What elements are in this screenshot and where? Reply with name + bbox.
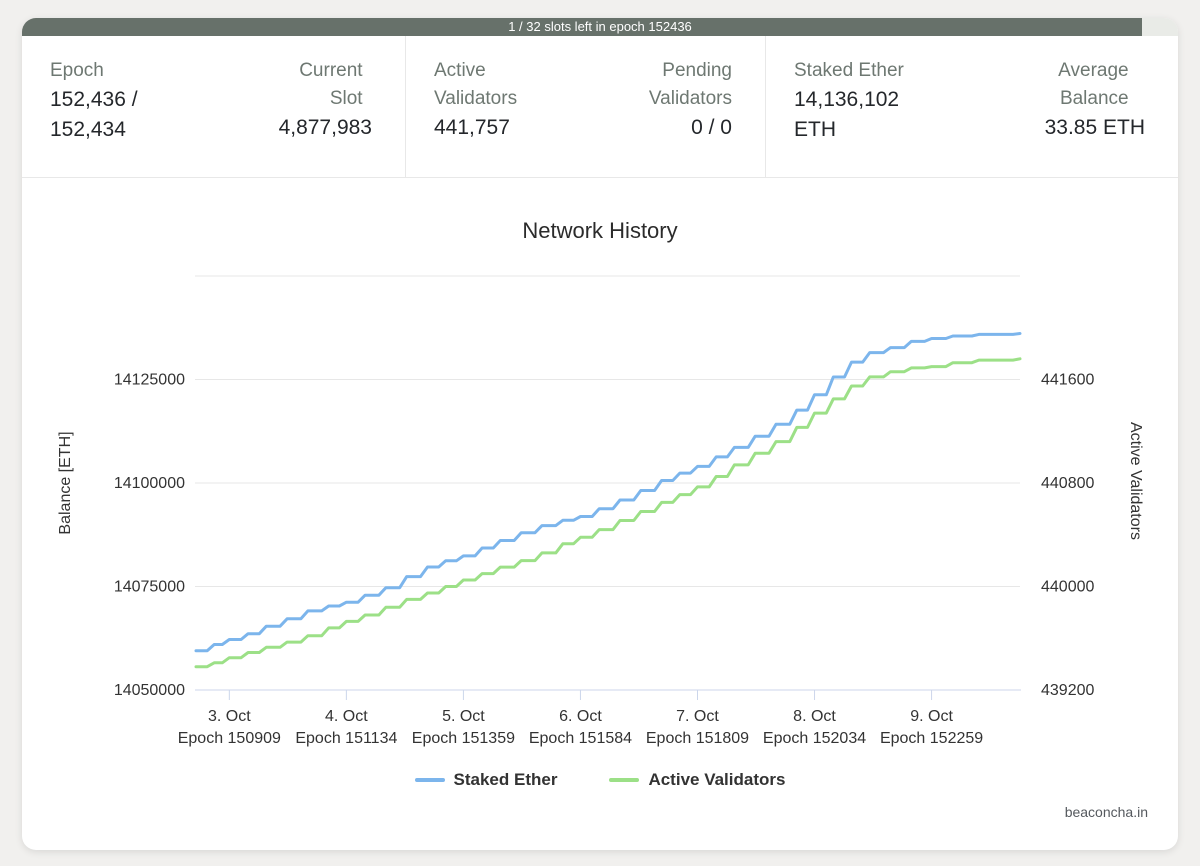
y-left-tick-label: 14075000: [114, 579, 185, 596]
stat-current-slot: Current Slot 4,877,983: [279, 57, 372, 177]
stat-epoch: Epoch 152,436 / 152,434: [50, 57, 154, 177]
x-tick-date-label: 5. Oct: [442, 708, 485, 725]
stats-group-epoch-slot: Epoch 152,436 / 152,434 Current Slot 4,8…: [22, 36, 405, 177]
dashboard-card: 1 / 32 slots left in epoch 152436 Epoch …: [22, 18, 1178, 850]
stat-average-balance: Average Balance 33.85 ETH: [1045, 57, 1145, 177]
epoch-progress-text: 1 / 32 slots left in epoch 152436: [508, 19, 692, 34]
stat-average-balance-value: 33.85 ETH: [1044, 116, 1145, 139]
legend-item-active-validators[interactable]: Active Validators: [609, 770, 785, 790]
stat-epoch-value: 152,436 / 152,434: [50, 88, 138, 141]
y-right-tick-label: 440800: [1041, 475, 1094, 492]
stats-group-validators: Active Validators 441,757 Pending Valida…: [405, 36, 765, 177]
x-tick-epoch-label: Epoch 152034: [763, 730, 866, 747]
x-tick-epoch-label: Epoch 151134: [295, 730, 397, 747]
legend-item-staked-ether[interactable]: Staked Ether: [414, 770, 558, 790]
x-tick-epoch-label: Epoch 151584: [529, 730, 632, 747]
x-tick-date-label: 6. Oct: [559, 708, 602, 725]
y-right-tick-label: 439200: [1041, 682, 1094, 699]
stat-active-validators-value: 441,757: [434, 116, 510, 139]
y-right-tick-label: 441600: [1041, 372, 1094, 389]
chart-legend: Staked Ether Active Validators: [22, 770, 1178, 790]
y-left-tick-label: 14100000: [114, 475, 185, 492]
active-validators-line-marker: [609, 778, 640, 782]
stat-average-balance-label: Average Balance: [1058, 60, 1129, 109]
x-tick-date-label: 8. Oct: [793, 708, 836, 725]
epoch-progress-bar: 1 / 32 slots left in epoch 152436: [22, 18, 1178, 36]
legend-label-staked-ether: Staked Ether: [453, 770, 558, 789]
staked-ether-line-marker: [414, 778, 445, 782]
x-tick-epoch-label: Epoch 151359: [412, 730, 515, 747]
y-right-axis-title: Active Validators: [1127, 422, 1144, 540]
stat-pending-validators-label: Pending Validators: [648, 60, 732, 109]
stat-pending-validators: Pending Validators 0 / 0: [632, 57, 732, 177]
x-tick-date-label: 9. Oct: [910, 708, 953, 725]
stat-active-validators: Active Validators 441,757: [434, 57, 534, 177]
x-tick-date-label: 3. Oct: [208, 708, 251, 725]
stat-active-validators-label: Active Validators: [434, 60, 518, 109]
y-left-axis-title: Balance [ETH]: [57, 431, 74, 534]
x-tick-date-label: 7. Oct: [676, 708, 719, 725]
x-tick-epoch-label: Epoch 150909: [178, 730, 281, 747]
stats-group-ether: Staked Ether 14,136,102 ETH Average Bala…: [765, 36, 1178, 177]
stat-staked-ether-value: 14,136,102 ETH: [794, 88, 900, 141]
x-tick-epoch-label: Epoch 152259: [880, 730, 983, 747]
legend-label-active-validators: Active Validators: [648, 770, 786, 789]
stats-row: Epoch 152,436 / 152,434 Current Slot 4,8…: [22, 36, 1178, 178]
stat-staked-ether-label: Staked Ether: [794, 60, 904, 81]
y-left-tick-label: 14050000: [114, 682, 185, 699]
stat-current-slot-value: 4,877,983: [278, 116, 372, 139]
x-tick-date-label: 4. Oct: [325, 708, 368, 725]
watermark-link[interactable]: beaconcha.in: [1064, 804, 1148, 820]
series-line-staked-ether: [194, 332, 1022, 653]
stat-epoch-label: Epoch: [50, 60, 104, 81]
series-line-active-validators: [194, 357, 1022, 669]
x-tick-epoch-label: Epoch 151809: [646, 730, 749, 747]
chart-title: Network History: [522, 218, 678, 243]
epoch-progress-fill: [22, 18, 1143, 36]
network-history-chart: 14050000 14075000 14100000 14125000 439200 44…: [57, 275, 1144, 747]
stat-pending-validators-value: 0 / 0: [691, 116, 732, 139]
y-left-tick-label: 14125000: [114, 372, 185, 389]
stat-staked-ether: Staked Ether 14,136,102 ETH: [794, 57, 924, 177]
stat-current-slot-label: Current Slot: [299, 60, 363, 109]
y-right-tick-label: 440000: [1041, 579, 1094, 596]
